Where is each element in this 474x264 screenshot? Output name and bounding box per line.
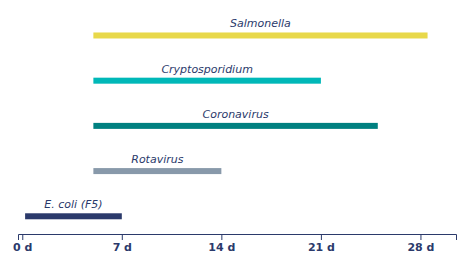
x-tick-label: 28 d — [407, 241, 434, 254]
x-tick-mark — [22, 234, 23, 240]
x-tick-mark — [221, 234, 222, 240]
x-tick: 28 d — [407, 234, 434, 254]
bars — [25, 32, 427, 219]
category-label: Rotavirus — [131, 153, 183, 166]
x-tick-mark — [321, 234, 322, 240]
x-tick-mark — [122, 234, 123, 240]
category-label: Coronavirus — [202, 108, 268, 121]
bar-labels: Salmonella Cryptosporidium Coronavirus Rota… — [44, 17, 291, 211]
x-tick: 14 d — [208, 234, 235, 254]
x-axis-line — [19, 235, 457, 241]
bar — [93, 78, 321, 84]
bar — [93, 123, 377, 129]
bar — [93, 32, 427, 38]
bar — [25, 213, 122, 219]
x-tick-mark — [420, 234, 421, 240]
category-label: Salmonella — [230, 17, 291, 30]
x-tick-label: 0 d — [13, 241, 32, 254]
x-tick-label: 14 d — [208, 241, 235, 254]
x-axis: 0 d 7 d 14 d 21 d 28 d — [13, 234, 456, 254]
chart: Salmonella Cryptosporidium Coronavirus Rota… — [0, 0, 474, 264]
category-label: E. coli (F5) — [44, 198, 102, 211]
plot: Salmonella Cryptosporidium Coronavirus Rota… — [13, 17, 456, 253]
x-tick: 21 d — [308, 234, 335, 254]
x-tick: 0 d — [13, 234, 32, 254]
x-tick-label: 7 d — [113, 241, 132, 254]
x-tick-label: 21 d — [308, 241, 335, 254]
category-label: Cryptosporidium — [161, 63, 253, 76]
x-tick: 7 d — [113, 234, 132, 254]
bar — [93, 168, 221, 174]
